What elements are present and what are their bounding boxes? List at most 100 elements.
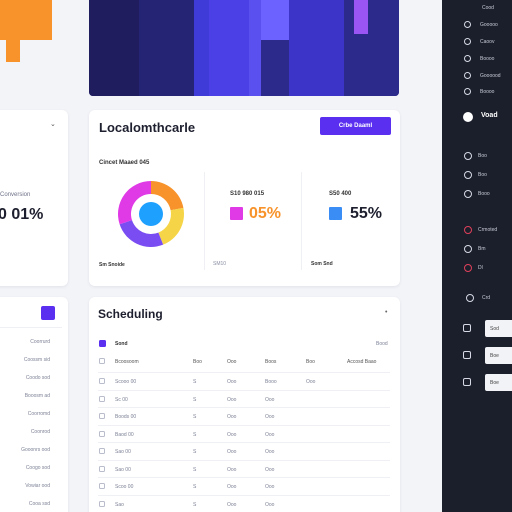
table-cell: S (193, 449, 197, 455)
kpi2-swatch (329, 207, 342, 220)
hero-stripe (289, 0, 344, 96)
table-cell: S (193, 396, 197, 403)
row-checkbox[interactable] (99, 500, 105, 507)
sidebar-input[interactable]: Boe (485, 347, 512, 364)
sidebar-item[interactable]: Dl (478, 265, 483, 271)
table-cell: Ooo (227, 431, 237, 438)
table-cell: Ooo (227, 414, 237, 420)
hero-stripe (89, 0, 139, 96)
hero-banner (89, 0, 399, 96)
table-cell: Ooo (265, 396, 275, 403)
left-list-item[interactable]: Booosm ad (24, 393, 50, 399)
row-divider (98, 494, 390, 496)
sidebar-item[interactable]: Booo (478, 191, 490, 197)
nav-icon[interactable] (464, 21, 471, 28)
sidebar-item[interactable]: Boo (478, 153, 487, 159)
overview-title: Localomthcarle (99, 120, 196, 135)
table-cell: Scooo 00 (115, 379, 137, 385)
row-checkbox[interactable] (99, 378, 105, 384)
table-cell: Ooo (227, 379, 237, 385)
row-checkbox[interactable] (99, 395, 105, 402)
kpi2-footer: Som Snd (311, 261, 333, 267)
chevron-icon[interactable]: ⌄ (50, 121, 56, 128)
left-kpi-value: 0 01% (0, 206, 44, 223)
nav-icon[interactable] (464, 226, 472, 234)
left-list-item[interactable]: Coossm sid (23, 357, 50, 363)
more-icon[interactable]: • (385, 309, 388, 316)
left-list-item[interactable]: Coogo sod (25, 465, 50, 471)
scheduling-card: Scheduling • Sond Bood (89, 297, 400, 512)
nav-icon[interactable] (464, 171, 472, 179)
left-list-item[interactable]: Cooa ssd (28, 501, 50, 507)
table-cell: Ooo (227, 484, 237, 490)
sidebar-input[interactable]: Boe (485, 374, 512, 391)
donut-segment-orange (151, 181, 184, 211)
column-checkbox[interactable] (99, 358, 105, 364)
sidebar-top-item[interactable]: Goooood (480, 73, 501, 79)
table-cell: Ooo (227, 501, 237, 508)
nav-icon[interactable] (464, 38, 471, 45)
donut-center-dot (139, 202, 163, 226)
left-kpi-label: Conversion (0, 192, 31, 198)
row-divider (98, 407, 390, 408)
row-checkbox[interactable] (99, 483, 105, 489)
nav-icon[interactable] (464, 264, 472, 272)
overview-action-button[interactable]: Crbe Daaml (320, 117, 391, 135)
table-cell: Ooo (265, 466, 275, 473)
table-cell: Ooo (265, 414, 275, 420)
divider (204, 172, 205, 270)
section-icon (463, 112, 473, 122)
nav-icon[interactable] (464, 245, 472, 253)
field-icon (463, 324, 471, 332)
sidebar-item[interactable]: Bm (478, 246, 486, 252)
table-cell: S (193, 484, 197, 490)
donut-chart (118, 181, 184, 247)
table-cell: Ooo (265, 484, 275, 490)
sidebar-top-item[interactable]: Gooooo (480, 22, 498, 28)
left-list-divider (0, 327, 62, 328)
column-header: Bcoosoom (115, 359, 139, 365)
table-cell: S (193, 414, 197, 420)
table-cell: Ooo (227, 449, 237, 455)
left-list-item[interactable]: Vowiar ood (25, 483, 50, 489)
hero-stripe (354, 0, 368, 34)
kpi2-label: S50 400 (329, 191, 352, 197)
table-cell: Ooo (306, 379, 316, 385)
nav-icon[interactable] (464, 88, 471, 95)
row-divider (98, 389, 390, 391)
row-checkbox[interactable] (99, 448, 105, 454)
sidebar-top-item[interactable]: Boooo (480, 56, 495, 62)
list-badge-icon[interactable] (41, 306, 55, 320)
left-list-item[interactable]: Gooonrs ood (21, 447, 50, 453)
nav-icon[interactable] (464, 55, 471, 62)
nav-icon[interactable] (464, 190, 472, 198)
sidebar-top-item[interactable]: Boooo (480, 89, 495, 95)
header-checkbox[interactable] (99, 340, 106, 347)
legend-label: Cincet Maaed 045 (99, 160, 150, 166)
sidebar-item[interactable]: Crmoted (478, 227, 498, 233)
row-divider (98, 442, 390, 443)
left-list-item[interactable]: Coonrod (30, 429, 50, 435)
left-list-item[interactable]: Coorrurd (30, 339, 50, 345)
left-list-item[interactable]: Coodo sod (25, 375, 50, 381)
header-label: Sond (115, 341, 128, 347)
row-divider (98, 424, 390, 426)
row-checkbox[interactable] (99, 413, 105, 419)
sidebar-item[interactable]: Boo (478, 172, 487, 178)
sidebar-top-item[interactable]: Caoov (480, 39, 495, 45)
left-list-item[interactable]: Coorromd (27, 411, 50, 417)
column-header: Boo (306, 359, 315, 365)
sidebar-input[interactable]: Sod (485, 320, 512, 337)
left-kpi-card: Conversion 0 01% ⌄ (0, 110, 68, 286)
field-icon (463, 378, 471, 386)
nav-icon[interactable] (464, 72, 471, 79)
kpi1-footer: SM10 (213, 261, 227, 267)
nav-icon[interactable] (464, 152, 472, 160)
row-checkbox[interactable] (99, 465, 105, 472)
sidebar-top-item[interactable]: Cood (482, 5, 494, 11)
table-cell: Boods 00 (115, 414, 137, 420)
column-header: Boo (193, 359, 202, 365)
row-checkbox[interactable] (99, 430, 105, 437)
right-sidebar: Cood Gooooo Caoov Boooo Goooood Boooo Voad Bo… (442, 0, 512, 512)
column-header: Accosd Baao (347, 359, 377, 365)
